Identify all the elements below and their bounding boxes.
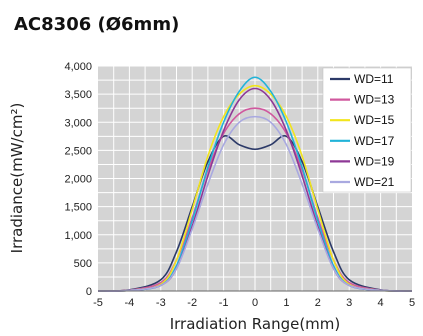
y-tick-label: 3,500 — [64, 89, 92, 101]
x-tick-label: -4 — [125, 297, 135, 309]
x-tick-label: 2 — [315, 297, 321, 309]
chart-title: AC8306 (Ø6mm) — [14, 14, 180, 35]
x-tick-label: -1 — [219, 297, 229, 309]
legend-label-2: WD=13 — [354, 93, 395, 107]
x-tick-labels: -5 -4 -3 -2 -1 0 1 2 3 4 5 — [93, 297, 415, 309]
x-tick-label: -3 — [156, 297, 166, 309]
series-line-3 — [97, 84, 413, 292]
x-tick-label: 4 — [378, 297, 384, 309]
x-tick-label: 0 — [252, 297, 258, 309]
legend-label-5: WD=19 — [354, 154, 395, 168]
y-tick-label: 1,500 — [64, 202, 92, 214]
legend-label-4: WD=17 — [354, 134, 395, 148]
x-tick-label: 1 — [283, 297, 289, 309]
series-layer — [97, 76, 413, 292]
y-tick-label: 3,000 — [64, 117, 92, 129]
x-tick-label: -2 — [187, 297, 197, 309]
y-tick-label: 0 — [86, 286, 92, 298]
y-axis-title: Irradiance(mW/cm²) — [8, 103, 26, 254]
legend-label-6: WD=21 — [354, 175, 395, 189]
legend-label-3: WD=15 — [354, 113, 395, 127]
x-tick-label: -5 — [93, 297, 103, 309]
x-tick-label: 3 — [346, 297, 352, 309]
legend: WD=11 WD=13 WD=15 WD=17 WD=19 WD=21 — [322, 67, 412, 193]
series-line-1 — [97, 134, 413, 292]
legend-box — [322, 67, 412, 193]
series-line-4 — [97, 76, 413, 292]
x-tick-label: 5 — [409, 297, 415, 309]
y-tick-label: 500 — [74, 258, 92, 270]
y-tick-label: 4,000 — [64, 61, 92, 73]
x-axis-title: Irradiation Range(mm) — [170, 315, 341, 333]
y-tick-labels: 0 500 1,000 1,500 2,000 2,500 3,000 3,500 4,000 — [64, 61, 92, 298]
y-tick-label: 2,500 — [64, 145, 92, 157]
legend-label-1: WD=11 — [354, 72, 394, 86]
y-tick-label: 2,000 — [64, 174, 92, 186]
y-tick-label: 1,000 — [64, 230, 92, 242]
series-line-6 — [97, 115, 413, 292]
